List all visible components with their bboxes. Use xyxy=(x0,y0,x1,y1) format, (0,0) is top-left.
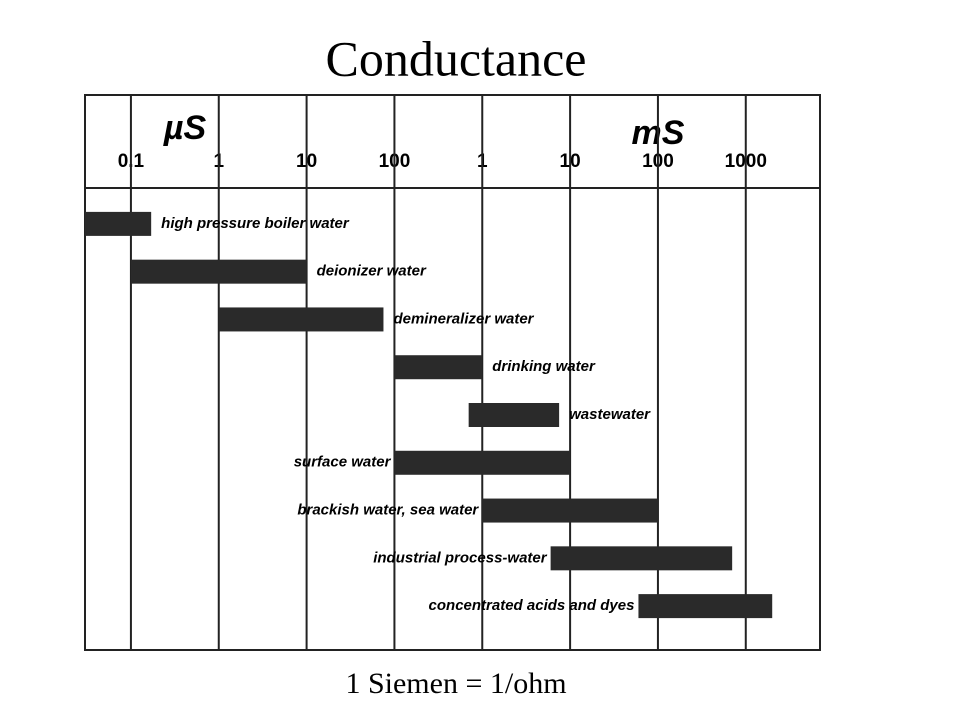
bar xyxy=(394,355,483,380)
bar xyxy=(394,450,571,475)
bar-label: industrial process-water xyxy=(373,549,548,566)
bar-label: brackish water, sea water xyxy=(297,502,479,519)
bar xyxy=(130,259,307,284)
bar-label: drinking water xyxy=(492,358,596,375)
bar-label: concentrated acids and dyes xyxy=(429,597,635,614)
bar-label: deionizer water xyxy=(317,263,427,280)
chart-title: Conductance xyxy=(325,30,586,86)
bar xyxy=(85,211,152,236)
bar xyxy=(218,307,384,332)
bar xyxy=(468,403,560,427)
plot-frame xyxy=(84,94,821,651)
bar-label: surface water xyxy=(294,454,392,471)
bar-label: demineralizer water xyxy=(393,310,534,327)
bar xyxy=(482,498,658,523)
bar xyxy=(638,594,773,619)
bar xyxy=(550,546,733,571)
footnote: 1 Siemen = 1/ohm xyxy=(345,667,566,700)
bar-label: high pressure boiler water xyxy=(161,215,350,232)
bar-label: wastewater xyxy=(569,406,651,423)
unit-label: µS xyxy=(163,109,207,147)
